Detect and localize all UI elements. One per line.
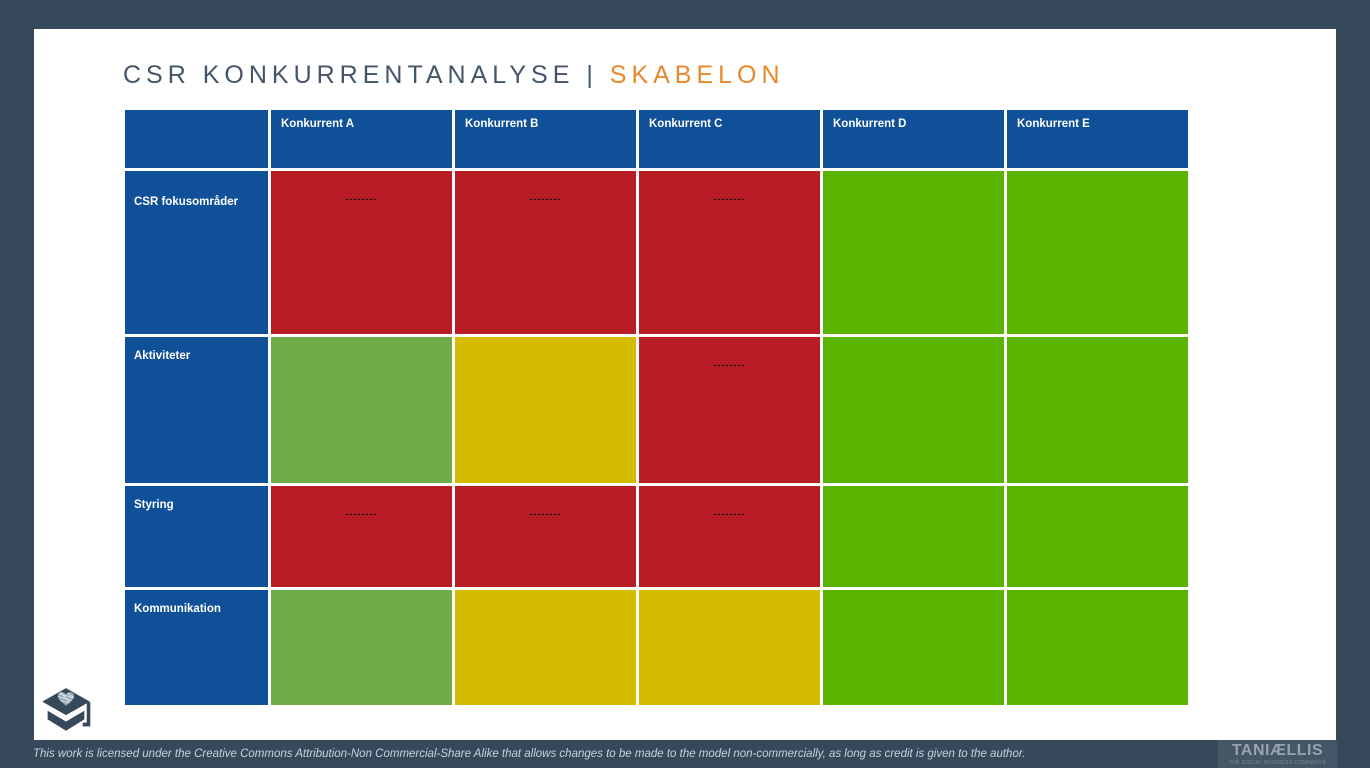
table-cell xyxy=(271,590,452,705)
column-header-konkurrent-d: Konkurrent D xyxy=(823,110,1004,168)
slide-area: CSR KONKURRENTANALYSE | SKABELON Konkurr… xyxy=(34,29,1336,740)
table-cell: -------- xyxy=(271,171,452,334)
table-cell xyxy=(455,590,636,705)
row-header-kommunikation: Kommunikation xyxy=(125,590,268,705)
corner-cell xyxy=(125,110,268,168)
table-cell xyxy=(1007,590,1188,705)
column-header-konkurrent-a: Konkurrent A xyxy=(271,110,452,168)
table-cell: -------- xyxy=(455,486,636,587)
table-cell xyxy=(823,337,1004,483)
row-header-styring: Styring xyxy=(125,486,268,587)
table-cell xyxy=(1007,171,1188,334)
row-header-aktiviteter: Aktiviteter xyxy=(125,337,268,483)
table-cell: -------- xyxy=(271,486,452,587)
page-title: CSR KONKURRENTANALYSE | SKABELON xyxy=(123,61,785,90)
column-header-konkurrent-e: Konkurrent E xyxy=(1007,110,1188,168)
table-cell xyxy=(823,171,1004,334)
competitor-matrix: Konkurrent A Konkurrent B Konkurrent C K… xyxy=(125,110,1188,705)
tania-ellis-logo-tagline: THE SOCIAL BUSINESS COMPANY® xyxy=(1228,759,1327,766)
table-cell xyxy=(823,590,1004,705)
page-title-accent: SKABELON xyxy=(609,61,785,89)
column-header-konkurrent-b: Konkurrent B xyxy=(455,110,636,168)
table-cell: -------- xyxy=(455,171,636,334)
table-cell: -------- xyxy=(639,486,820,587)
page-title-separator: | xyxy=(586,61,598,89)
graduation-cap-heart-icon xyxy=(40,687,92,746)
license-text: This work is licensed under the Creative… xyxy=(33,748,1026,760)
table-cell xyxy=(1007,486,1188,587)
column-header-konkurrent-c: Konkurrent C xyxy=(639,110,820,168)
table-cell xyxy=(1007,337,1188,483)
table-cell: -------- xyxy=(639,337,820,483)
table-cell: -------- xyxy=(639,171,820,334)
row-header-csr-fokusomrader: CSR fokusområder xyxy=(125,171,268,334)
page-title-main: CSR KONKURRENTANALYSE xyxy=(123,61,575,89)
tania-ellis-logo-name: TANIÆLLIS xyxy=(1231,741,1324,759)
table-cell xyxy=(271,337,452,483)
tania-ellis-logo: TANIÆLLIS THE SOCIAL BUSINESS COMPANY® xyxy=(1218,740,1337,768)
table-cell xyxy=(455,337,636,483)
table-cell xyxy=(823,486,1004,587)
table-cell xyxy=(639,590,820,705)
